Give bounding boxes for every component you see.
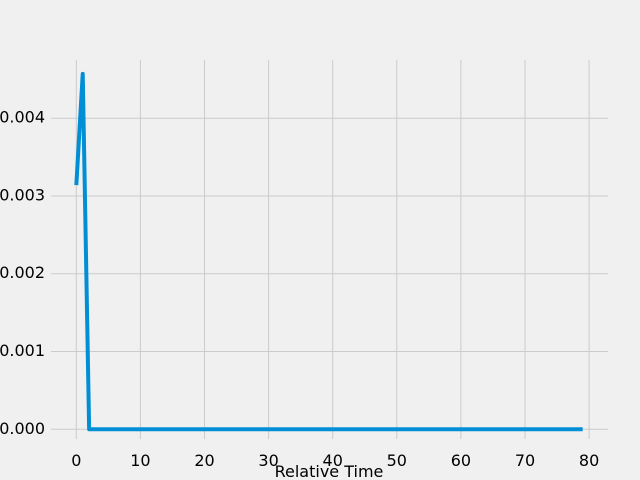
x-tick-label: 60 (451, 451, 471, 470)
data-line (74, 71, 583, 432)
x-tick-label: 80 (579, 451, 599, 470)
x-tick-label: 30 (258, 451, 278, 470)
x-tick-label: 40 (323, 451, 343, 470)
x-tick-label: 0 (71, 451, 81, 470)
x-tick-label: 10 (130, 451, 150, 470)
y-tick-label: 0.002 (0, 263, 45, 282)
x-tick-label: 20 (194, 451, 214, 470)
y-tick-label: 0.004 (0, 108, 45, 127)
x-axis-label: Relative Time (275, 462, 384, 480)
x-tick-label: 50 (387, 451, 407, 470)
y-tick-label: 0.003 (0, 185, 45, 204)
y-tick-label: 0.001 (0, 341, 45, 360)
x-tick-label: 70 (515, 451, 535, 470)
y-tick-label: 0.000 (0, 419, 45, 438)
